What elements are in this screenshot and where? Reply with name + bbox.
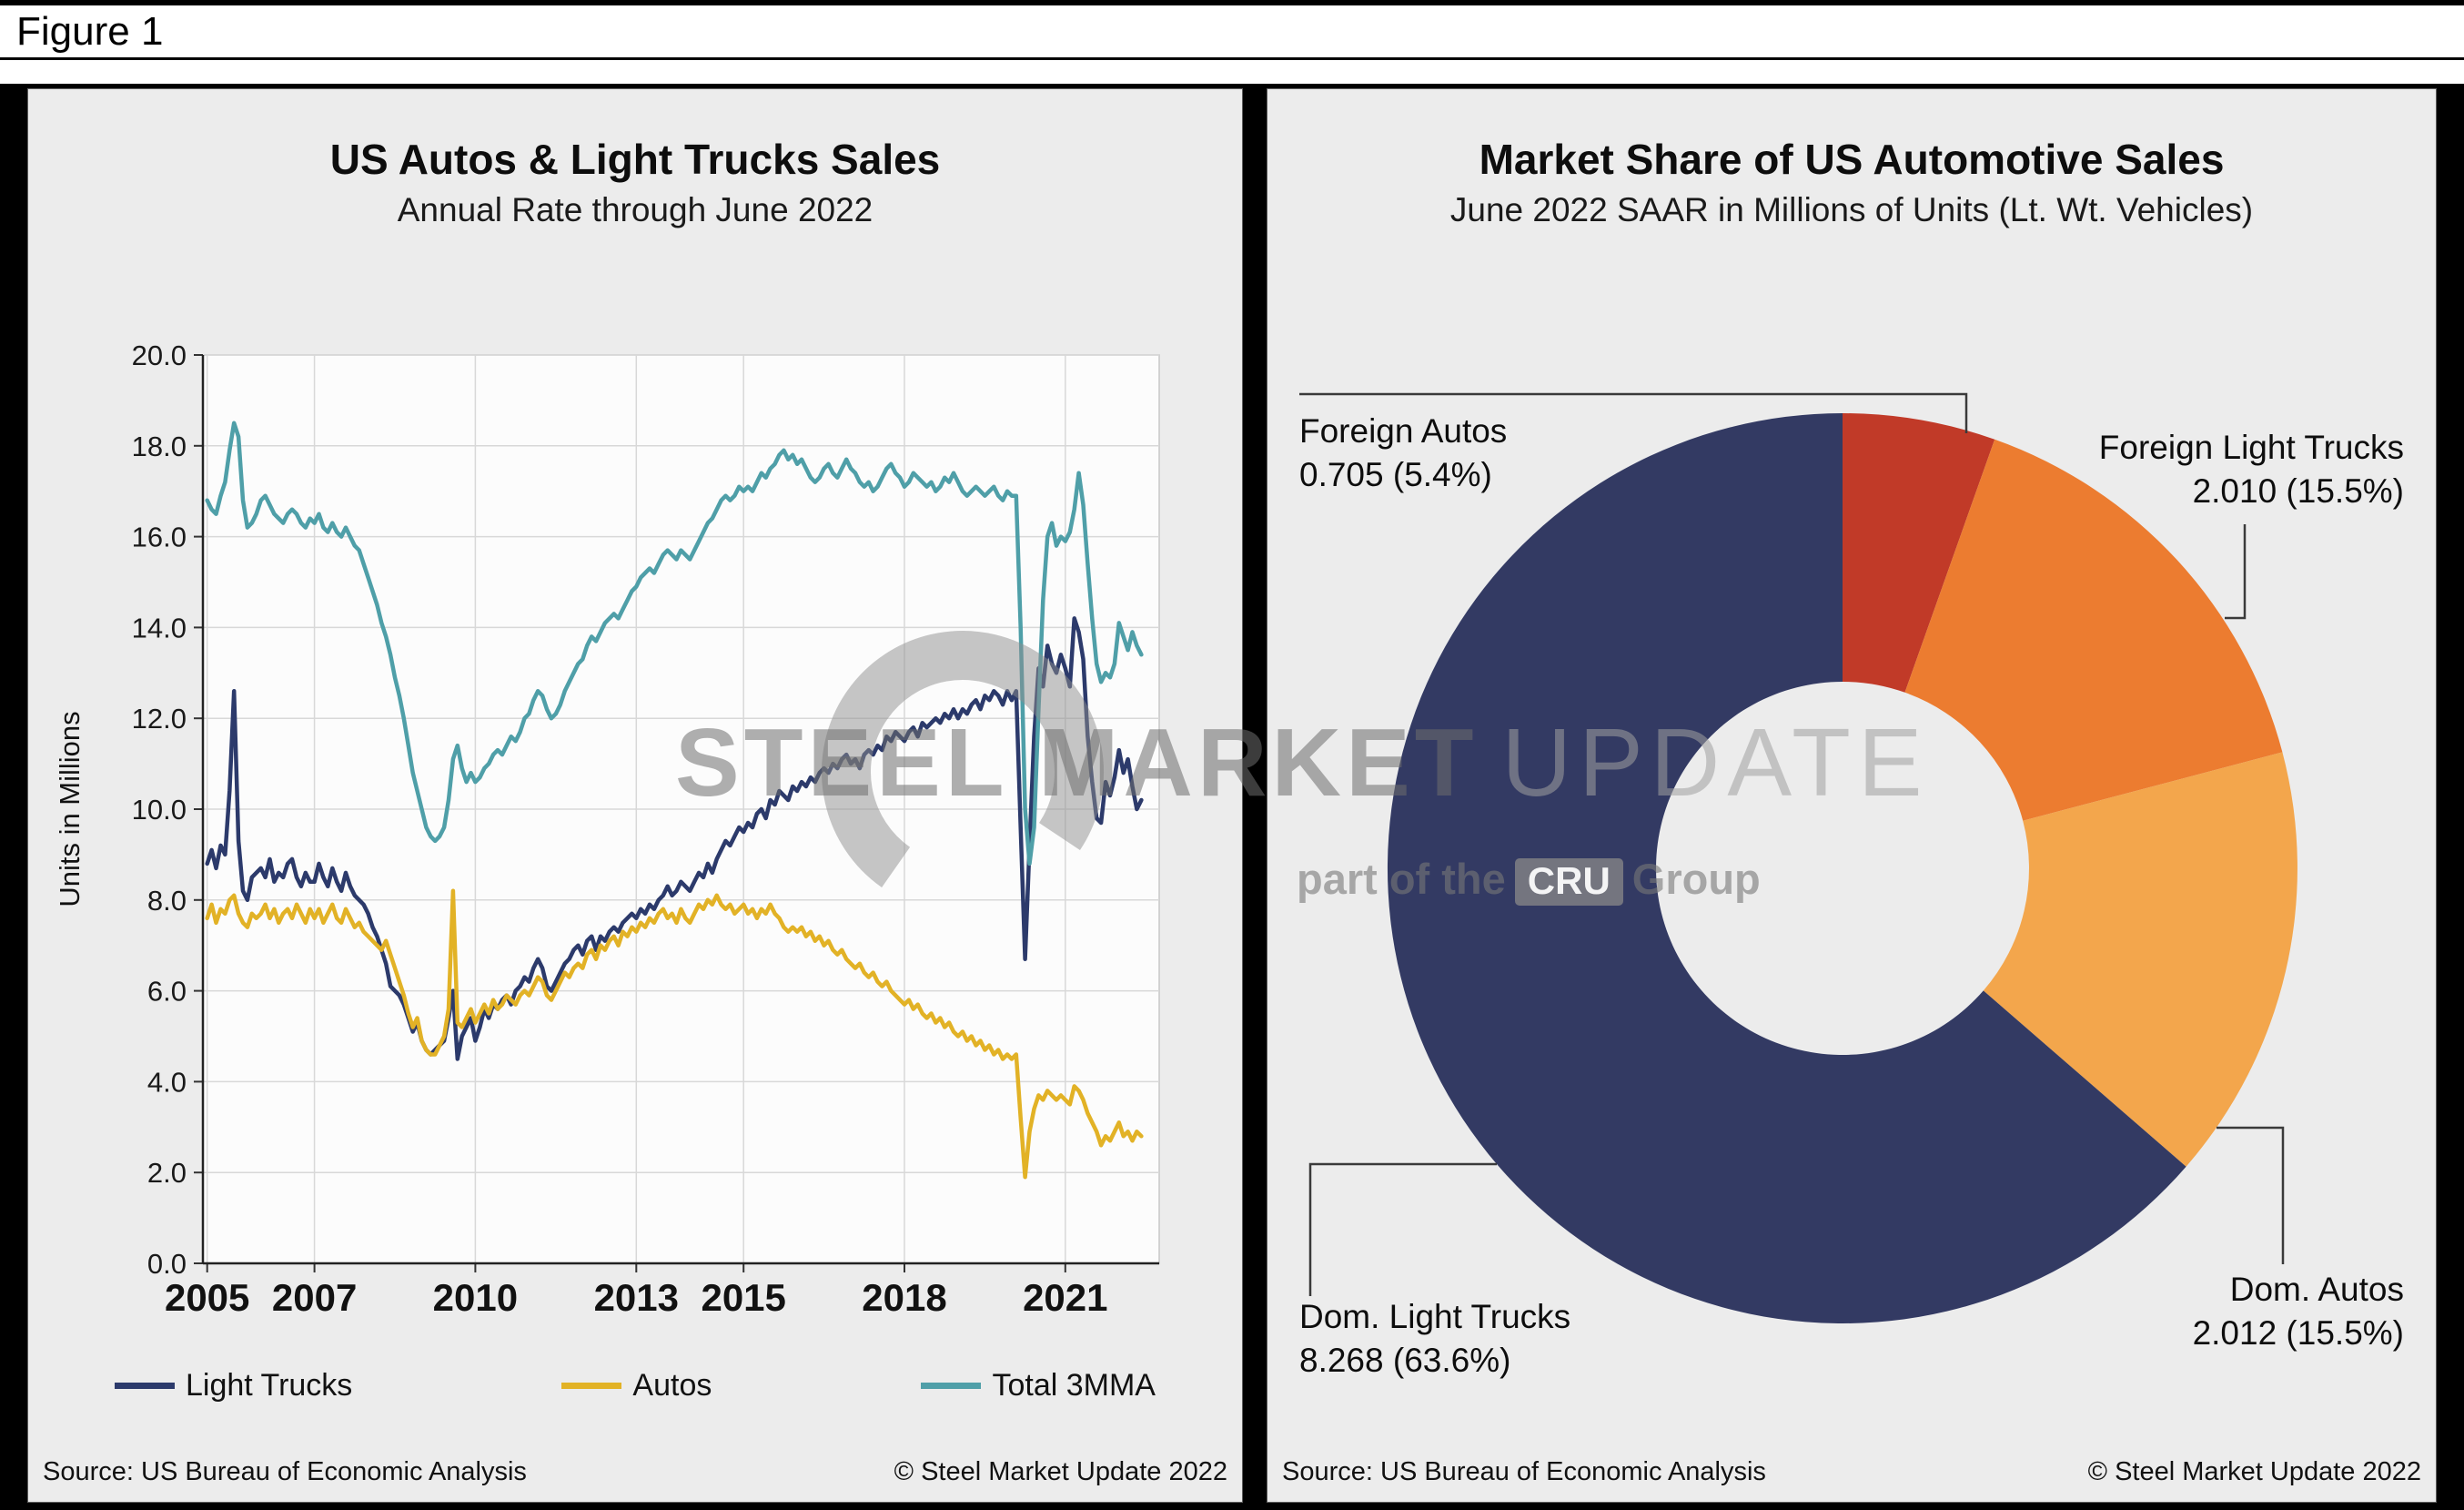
leader-dom-light-trucks	[1308, 1162, 1497, 1296]
header-rule	[0, 57, 2464, 60]
leader-foreign-autos	[1299, 392, 1968, 433]
series-line	[205, 888, 1144, 1180]
donut-slice	[1843, 413, 1995, 693]
copyright-text: © Steel Market Update 2022	[894, 1457, 1227, 1486]
legend-item-autos: Autos	[561, 1368, 712, 1404]
callout-foreign-light-trucks-value: 2.010 (15.5%)	[2193, 472, 2404, 510]
x-tick-label: 2018	[862, 1276, 946, 1319]
light-trucks-swatch	[115, 1383, 175, 1389]
total-3mma-swatch	[921, 1383, 982, 1389]
line-chart-panel: US Autos & Light Trucks Sales Annual Rat…	[27, 88, 1243, 1503]
callout-foreign-autos-label: Foreign Autos	[1299, 412, 1507, 450]
donut-chart-panel: Market Share of US Automotive Sales June…	[1267, 88, 2437, 1503]
x-tick-label: 2007	[272, 1276, 357, 1319]
source-text: Source: US Bureau of Economic Analysis	[1282, 1457, 1766, 1486]
donut-slice	[1983, 752, 2297, 1167]
donut-slice	[1904, 439, 2283, 821]
x-tick-label: 2010	[433, 1276, 518, 1319]
figure-title: Figure 1	[16, 9, 164, 54]
donut-slices	[1387, 413, 2297, 1324]
y-tick-label: 0.0	[147, 1248, 187, 1280]
callout-foreign-autos-value: 0.705 (5.4%)	[1299, 456, 1492, 493]
x-tick-label: 2005	[165, 1276, 249, 1319]
line-chart-footer: Source: US Bureau of Economic Analysis ©…	[43, 1457, 1227, 1487]
donut-chart-subtitle: June 2022 SAAR in Millions of Units (Lt.…	[1449, 191, 2254, 228]
callout-foreign-light-trucks-label: Foreign Light Trucks	[2099, 429, 2404, 466]
y-tick-label: 6.0	[147, 976, 187, 1008]
legend-item-light-trucks: Light Trucks	[115, 1368, 352, 1404]
y-axis-label: Units in Millions	[54, 711, 86, 907]
line-chart: 0.0 2.0 4.0 6.0 8.0 10.0 12.0 14.0 16.0 18.0 20.0 2…	[54, 339, 1160, 1319]
legend-label: Light Trucks	[186, 1368, 353, 1403]
x-tick-label: 2015	[701, 1276, 785, 1319]
callout-dom-autos-label: Dom. Autos	[2230, 1271, 2404, 1308]
line-chart-subtitle: Annual Rate through June 2022	[397, 191, 874, 228]
callout-dom-light-trucks-label: Dom. Light Trucks	[1299, 1298, 1570, 1335]
callout-dom-autos-value: 2.012 (15.5%)	[2193, 1314, 2404, 1352]
y-tick-label: 20.0	[132, 339, 187, 371]
y-tick-label: 2.0	[147, 1157, 187, 1189]
donut-chart-footer: Source: US Bureau of Economic Analysis ©…	[1282, 1457, 2421, 1487]
donut-slice	[1387, 413, 2186, 1324]
leader-foreign-light-trucks	[2225, 524, 2247, 620]
legend-label: Autos	[632, 1368, 712, 1403]
y-tick-label: 18.0	[132, 431, 187, 462]
y-tick-label: 14.0	[132, 612, 187, 644]
legend-label: Total 3MMA	[992, 1368, 1156, 1403]
leader-dom-autos	[2217, 1126, 2285, 1264]
callout-dom-light-trucks-value: 8.268 (63.6%)	[1299, 1342, 1510, 1379]
autos-swatch	[561, 1383, 622, 1389]
line-chart-title: US Autos & Light Trucks Sales	[329, 136, 941, 183]
figure-header: Figure 1	[0, 5, 2464, 84]
line-chart-legend: Light Trucks Autos Total 3MMA	[115, 1368, 1156, 1404]
source-text: Source: US Bureau of Economic Analysis	[43, 1457, 527, 1486]
y-tick-label: 8.0	[147, 885, 187, 917]
donut-chart-title: Market Share of US Automotive Sales	[1479, 136, 2225, 183]
x-tick-label: 2013	[594, 1276, 679, 1319]
donut-chart: Foreign Autos 0.705 (5.4%) Foreign Light…	[1299, 392, 2404, 1379]
legend-item-total-3mma: Total 3MMA	[921, 1368, 1156, 1404]
y-tick-label: 16.0	[132, 522, 187, 553]
series-line	[205, 421, 1144, 866]
copyright-text: © Steel Market Update 2022	[2087, 1457, 2421, 1486]
y-tick-label: 10.0	[132, 794, 187, 826]
y-tick-label: 4.0	[147, 1066, 187, 1098]
y-tick-label: 12.0	[132, 703, 187, 735]
x-tick-label: 2021	[1023, 1276, 1107, 1319]
